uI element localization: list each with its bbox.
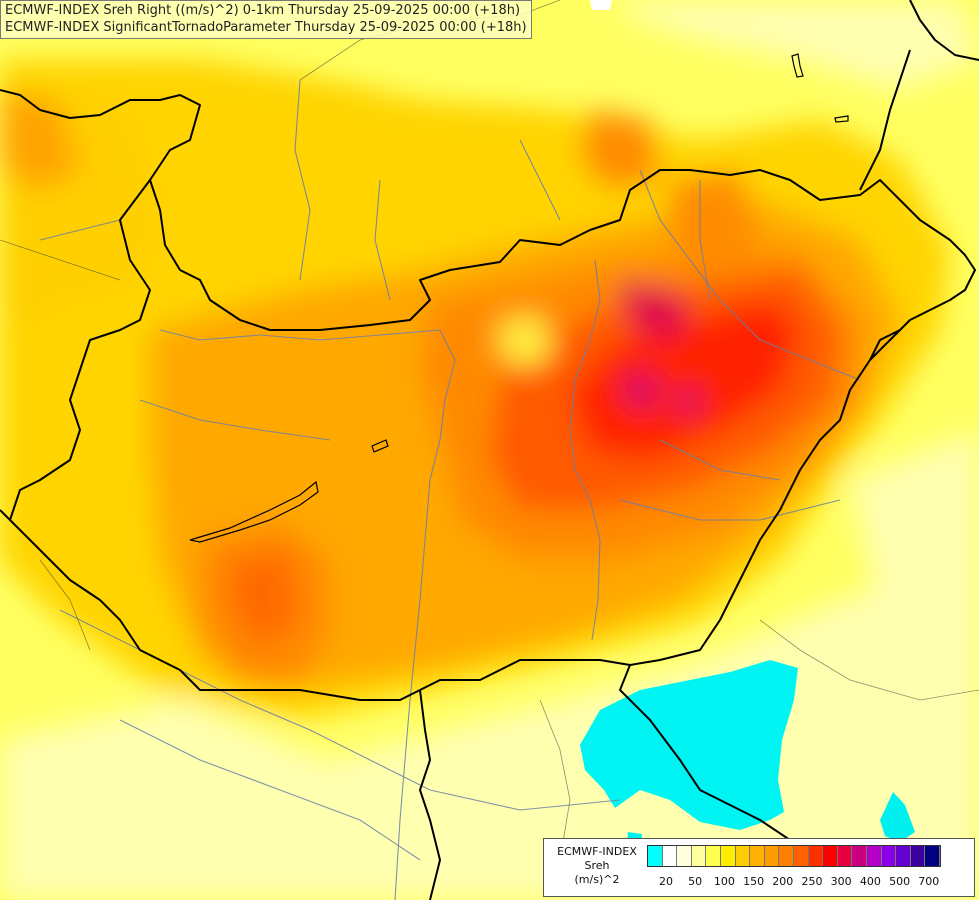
legend-swatch xyxy=(779,846,794,866)
legend-swatch xyxy=(808,846,824,866)
legend-swatch xyxy=(837,846,853,866)
legend-color-bar xyxy=(647,845,941,867)
field-cyan-south xyxy=(580,660,798,830)
field-redorange-sw xyxy=(230,550,300,650)
legend-tick-label: 150 xyxy=(743,875,765,888)
legend-swatch xyxy=(662,846,678,866)
legend-swatch xyxy=(866,846,882,866)
legend-tick-label: 700 xyxy=(918,875,940,888)
legend-swatch xyxy=(648,846,663,866)
legend-swatch xyxy=(925,846,940,866)
field-white-top xyxy=(590,0,612,10)
legend-tick-label: 50 xyxy=(688,875,703,888)
legend-tick-label: 200 xyxy=(772,875,794,888)
map-title-box: ECMWF-INDEX Sreh Right ((m/s)^2) 0-1km T… xyxy=(0,0,532,39)
field-crimson-e xyxy=(676,390,700,412)
color-legend: ECMWF-INDEX Sreh (m/s)^2 20 50 100 150 200 25… xyxy=(543,838,975,897)
legend-swatch xyxy=(735,846,751,866)
title-line-stp: ECMWF-INDEX SignificantTornadoParameter … xyxy=(5,20,527,35)
lakes xyxy=(189,53,849,543)
field-crimson-n xyxy=(620,280,690,340)
legend-tick-label: 20 xyxy=(658,875,673,888)
field-pale-ne xyxy=(610,0,979,90)
legend-swatch xyxy=(881,846,897,866)
legend-swatch xyxy=(823,846,838,866)
legend-swatch xyxy=(750,846,765,866)
legend-swatch xyxy=(896,846,911,866)
admin-lines xyxy=(0,0,979,861)
legend-source: ECMWF-INDEX xyxy=(557,845,637,858)
field-cyan-east xyxy=(880,792,915,842)
legend-swatch xyxy=(691,846,707,866)
legend-swatch xyxy=(764,846,780,866)
legend-tick-labels: 20 50 100 150 200 250 300 400 500 700 xyxy=(647,875,967,889)
legend-unit: (m/s)^2 xyxy=(574,873,620,886)
legend-swatch xyxy=(910,846,926,866)
legend-swatch xyxy=(852,846,867,866)
legend-tick-label: 250 xyxy=(801,875,823,888)
legend-tick-label: 400 xyxy=(859,875,881,888)
field-red xyxy=(570,300,800,460)
legend-swatch xyxy=(706,846,721,866)
field-pale-east xyxy=(850,430,979,620)
legend-swatch xyxy=(720,846,736,866)
legend-title: ECMWF-INDEX Sreh (m/s)^2 xyxy=(548,845,646,887)
legend-tick-label: 100 xyxy=(713,875,735,888)
field-darkorange-ne xyxy=(670,170,760,270)
field-crimson-c xyxy=(620,370,660,410)
field-yellow-spot xyxy=(500,315,555,370)
legend-swatch xyxy=(677,846,692,866)
legend-tick-label: 500 xyxy=(889,875,911,888)
title-line-sreh: ECMWF-INDEX Sreh Right ((m/s)^2) 0-1km T… xyxy=(5,3,521,18)
legend-tick-label: 300 xyxy=(830,875,852,888)
legend-swatch xyxy=(793,846,809,866)
legend-variable: Sreh xyxy=(584,859,610,872)
